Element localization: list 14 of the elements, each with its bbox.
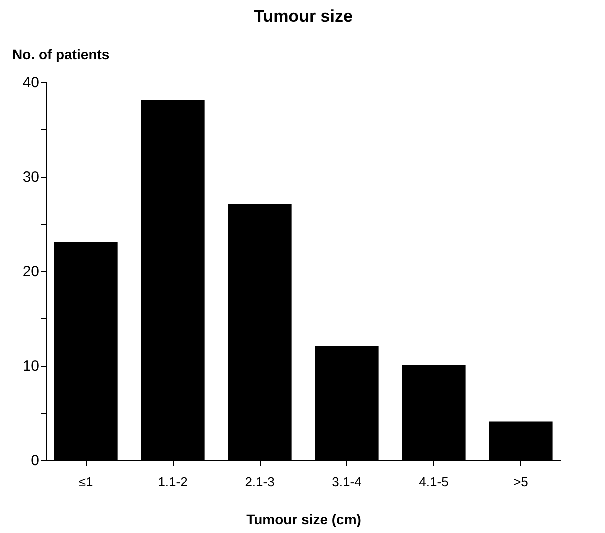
y-axis-title: No. of patients	[12, 46, 110, 62]
x-axis-title: Tumour size (cm)	[246, 512, 362, 528]
y-tick-label: 30	[22, 169, 40, 186]
x-tick-label: 1.1-2	[158, 474, 188, 490]
x-tick-label: 3.1-4	[332, 474, 362, 490]
x-tick-label: >5	[514, 474, 528, 490]
y-tick-label: 20	[22, 264, 40, 280]
x-tick-label: 2.1-3	[245, 474, 275, 490]
y-tick-label: 10	[22, 358, 40, 375]
x-tick-label: ≤1	[78, 474, 94, 490]
chart-title: Tumour size	[254, 7, 353, 26]
x-tick-label: 4.1-5	[419, 474, 449, 490]
y-tick-label: 0	[31, 452, 40, 470]
y-tick-label: 40	[22, 74, 40, 92]
